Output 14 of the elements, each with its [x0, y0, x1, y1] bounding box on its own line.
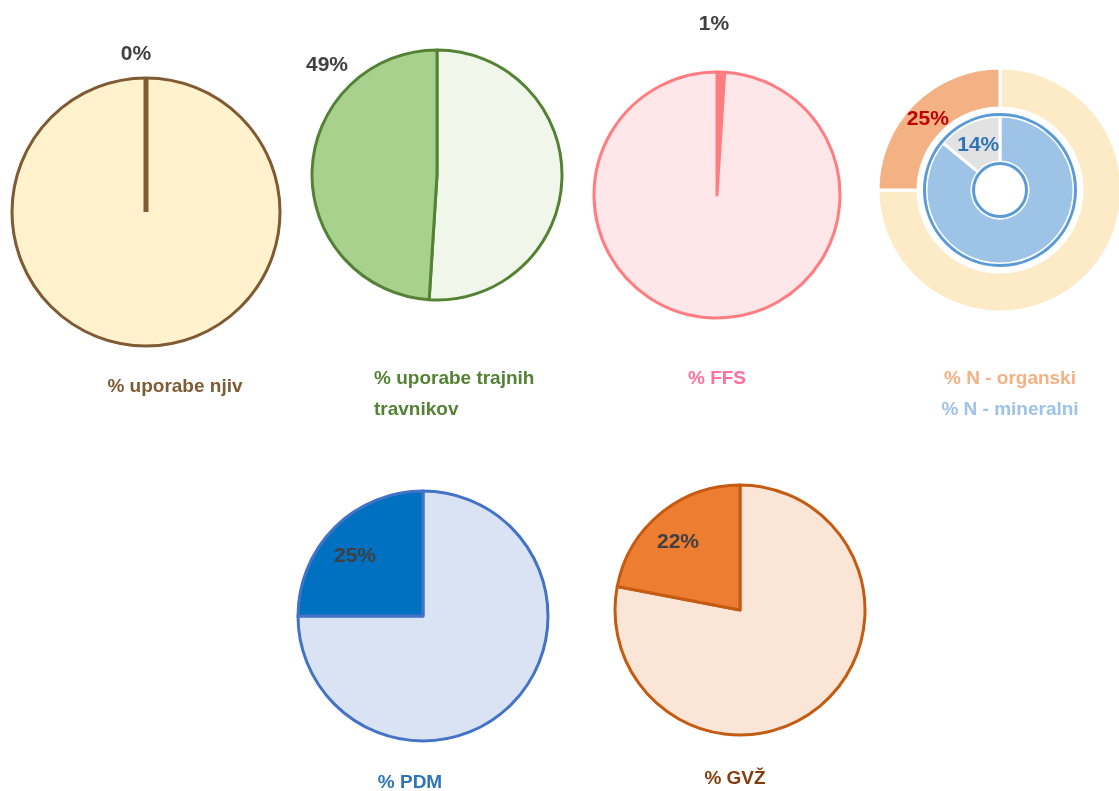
data-label: 49% — [305, 51, 349, 75]
data-label: 25% — [333, 542, 377, 566]
text: % PDM — [377, 771, 443, 791]
text: % uporabe njiv — [107, 375, 243, 396]
data-label: 14% — [957, 132, 1000, 156]
slice-label: % N - mineralni — [941, 398, 1079, 419]
text: % FFS — [687, 367, 747, 388]
data-label: 25% — [906, 106, 950, 130]
text: % GVŽ — [704, 767, 767, 788]
slice-label: % N - organski — [944, 367, 1076, 388]
data-label: 22% — [656, 528, 700, 552]
data-label: 1% — [698, 10, 730, 34]
text: 0% — [120, 40, 152, 64]
text: % uporabe trajnih travnikov — [374, 367, 535, 419]
